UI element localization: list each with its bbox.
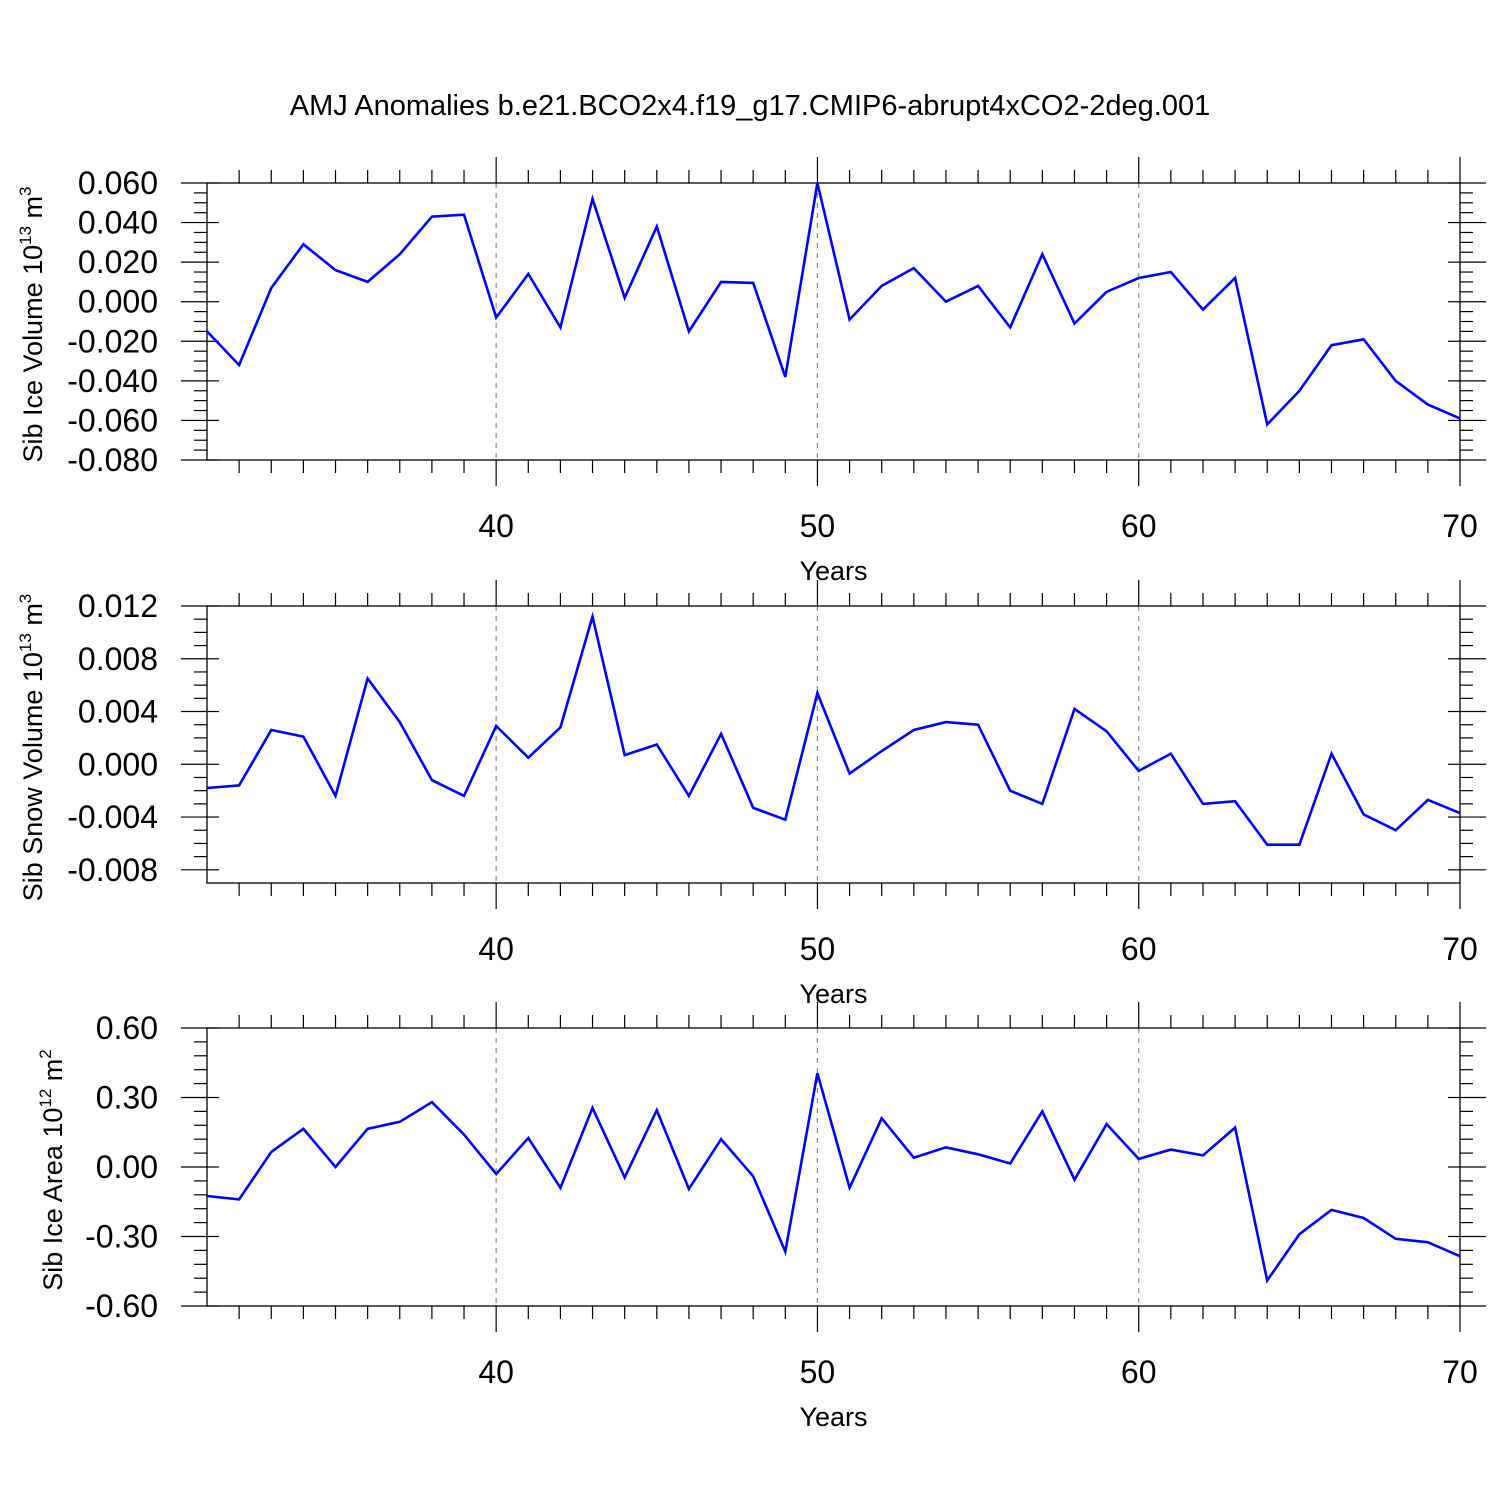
y-tick-label: 0.004 [78,694,158,730]
x-tick-label: 60 [1121,931,1157,967]
panel-2: -0.008 -0.004 0.000 0.004 0.008 0.012 40 50 60 70… [16,580,1486,1009]
y-axis-title-unit: m [38,1059,68,1089]
y-tick-label: 0.30 [96,1080,158,1116]
x-tick-label: 50 [800,931,836,967]
x-tick-label: 40 [478,508,514,544]
x-tick-label: 60 [1121,1354,1157,1390]
x-axis-title: Years [799,556,867,586]
panel-3: -0.60 -0.30 0.00 0.30 0.60 40 50 60 70 Years Sib I… [36,1002,1486,1432]
y-axis-title: Sib Ice Area 1012 m2 [36,1049,68,1291]
y-tick-label: -0.080 [67,442,158,478]
x-tick-label: 70 [1442,1354,1478,1390]
y-tick-label: 0.008 [78,641,158,677]
x-tick-label: 40 [478,931,514,967]
y-tick-label: 0.040 [78,205,158,241]
y-tick-label: -0.020 [67,323,158,359]
y-tick-label: 0.012 [78,588,158,624]
plot-frame [206,605,1461,884]
y-tick-label: -0.30 [85,1219,158,1255]
x-tick-label: 50 [800,1354,836,1390]
y-axis-title: Sib Ice Volume 1013 m3 [16,186,48,462]
y-axis-title-unit-exponent: 3 [16,594,35,603]
y-axis-title-exponent: 13 [16,633,35,652]
y-tick-label: 0.020 [78,244,158,280]
y-tick-label: -0.004 [67,799,158,835]
y-tick-label: 0.060 [78,165,158,201]
x-tick-label: 50 [800,508,836,544]
y-axis-title-unit: m [18,196,48,226]
y-axis-title-text: Sib Snow Volume 10 [18,652,48,901]
y-tick-label: -0.008 [67,852,158,888]
x-axis-title: Years [799,1402,867,1432]
y-axis-title-unit-exponent: 2 [36,1049,55,1058]
x-tick-label: 40 [478,1354,514,1390]
y-axis-title-exponent: 13 [16,226,35,245]
y-tick-label: -0.060 [67,402,158,438]
y-tick-label: -0.040 [67,363,158,399]
y-tick-label: 0.000 [78,284,158,320]
y-axis-title-exponent: 12 [36,1089,55,1108]
page-title: AMJ Anomalies b.e21.BCO2x4.f19_g17.CMIP6… [289,90,1211,122]
x-axis-title: Years [799,979,867,1009]
y-tick-label: -0.60 [85,1288,158,1324]
x-tick-label: 70 [1442,931,1478,967]
x-tick-label: 70 [1442,508,1478,544]
y-tick-label: 0.60 [96,1010,158,1046]
y-axis-title-text: Sib Ice Volume 10 [18,245,48,463]
series-line [206,611,1461,847]
series-line [206,182,1461,428]
y-axis-title: Sib Snow Volume 1013 m3 [16,594,48,902]
x-tick-label: 60 [1121,508,1157,544]
y-tick-label: 0.000 [78,746,158,782]
y-axis-title-text: Sib Ice Area 10 [38,1108,68,1291]
series-line [206,1072,1461,1284]
y-axis-title-unit: m [18,603,48,633]
y-axis-title-unit-exponent: 3 [16,186,35,195]
y-tick-label: 0.00 [96,1149,158,1185]
plot-frame [206,1027,1461,1307]
